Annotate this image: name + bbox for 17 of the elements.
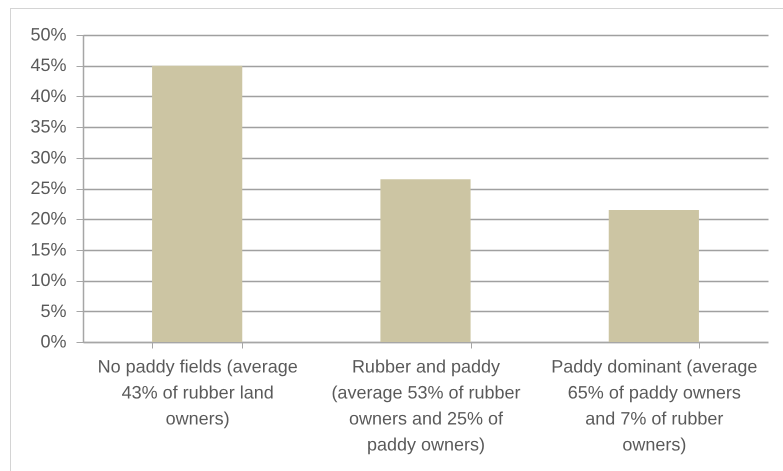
y-tick-label: 35% bbox=[30, 116, 66, 137]
bar bbox=[152, 66, 242, 342]
y-tick-label: 15% bbox=[30, 239, 66, 260]
y-tick-label: 25% bbox=[30, 178, 66, 198]
bar bbox=[608, 210, 699, 342]
y-tick-label: 50% bbox=[30, 24, 66, 44]
y-tick-label: 20% bbox=[30, 208, 66, 229]
y-tick-label: 5% bbox=[40, 300, 66, 321]
y-tick-label: 45% bbox=[30, 55, 66, 76]
y-tick-label: 40% bbox=[30, 86, 66, 106]
bar bbox=[380, 179, 471, 342]
x-tick-label: No paddy fields (average 43% of rubber land owners) bbox=[98, 356, 298, 428]
y-tick-label: 10% bbox=[30, 270, 66, 290]
y-tick-label: 30% bbox=[30, 147, 66, 168]
y-tick-label: 0% bbox=[40, 332, 66, 352]
x-tick-label: Rubber and paddy (average 53% of rubber owners and 25% of paddy owners) bbox=[331, 356, 521, 454]
x-tick-label: Paddy dominant (average 65% of paddy owners and 7% of rubber owners) bbox=[551, 356, 758, 454]
